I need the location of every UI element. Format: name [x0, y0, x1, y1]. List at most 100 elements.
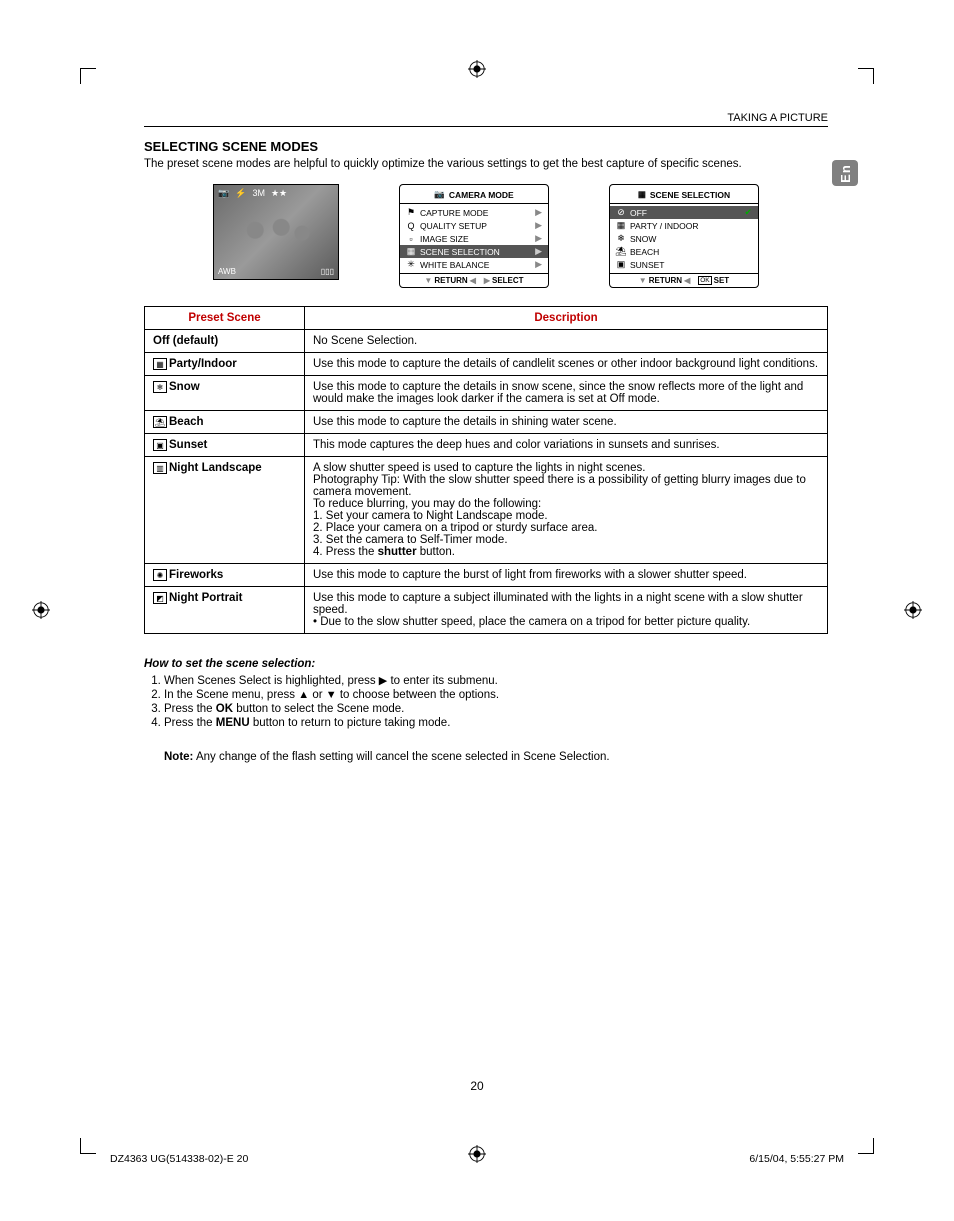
select-label: SELECT: [492, 276, 524, 285]
menu-item-icon: ⚑: [406, 207, 416, 218]
menu-item-icon: ▦: [406, 246, 416, 257]
table-row: ◩Night Portrait Use this mode to capture …: [145, 587, 828, 634]
crop-mark: [858, 1138, 874, 1154]
return-label: RETURN: [434, 276, 467, 285]
note: Note: Any change of the flash setting wi…: [164, 751, 828, 763]
scene-description: Use this mode to capture the details in …: [305, 376, 828, 411]
check-icon: ✔: [744, 207, 752, 218]
table-row: ❄SnowUse this mode to capture the detail…: [145, 376, 828, 411]
scene-description: A slow shutter speed is used to capture …: [305, 457, 828, 564]
menu-item-label: SCENE SELECTION: [420, 247, 531, 257]
scene-label-cell: ❄Snow: [145, 376, 305, 411]
menu-item-icon: ▫: [406, 234, 416, 244]
menu-item: ⛱BEACH: [610, 245, 758, 258]
scene-label-cell: ▦Party/Indoor: [145, 353, 305, 376]
scene-label-cell: Off (default): [145, 330, 305, 353]
table-row: Off (default)No Scene Selection.: [145, 330, 828, 353]
howto-step: When Scenes Select is highlighted, press…: [164, 674, 828, 687]
howto-step: In the Scene menu, press ▲ or ▼ to choos…: [164, 689, 828, 701]
scene-label: Party/Indoor: [169, 358, 237, 370]
menu-title-label: CAMERA MODE: [449, 190, 514, 200]
intro-text: The preset scene modes are helpful to qu…: [144, 158, 828, 170]
menu-item: ✳WHITE BALANCE▶: [400, 258, 548, 271]
scene-selection-menu: ▦ SCENE SELECTION ⊘ OFF ✔▦PARTY / INDOOR❄SN…: [609, 184, 759, 288]
menu-items: ⚑CAPTURE MODE▶QQUALITY SETUP▶▫IMAGE SIZE…: [400, 206, 548, 271]
menu-item-icon: ▣: [616, 259, 626, 270]
menu-item-label: BEACH: [630, 247, 752, 257]
registration-mark-bottom: [468, 1145, 486, 1163]
menu-items: ⊘ OFF ✔▦PARTY / INDOOR❄SNOW⛱BEACH▣ SUNSET: [610, 206, 758, 271]
scene-description: This mode captures the deep hues and col…: [305, 434, 828, 457]
scene-label: Sunset: [169, 439, 207, 451]
scene-icon: ◩: [153, 592, 167, 604]
menu-title-label: SCENE SELECTION: [650, 190, 730, 200]
return-label: RETURN: [649, 276, 682, 285]
scene-icon: ▦: [153, 358, 167, 370]
scene-label-cell: ▣Sunset: [145, 434, 305, 457]
menu-item-icon: ⊘: [616, 207, 626, 218]
scene-icon: ▦: [638, 189, 646, 200]
scene-label: Night Landscape: [169, 462, 262, 474]
howto-step: Press the OK button to select the Scene …: [164, 703, 828, 715]
menu-item: ▦SCENE SELECTION▶: [400, 245, 548, 258]
crop-mark: [80, 68, 96, 84]
scene-icon: ▥: [153, 462, 167, 474]
scene-description: Use this mode to capture a subject illum…: [305, 587, 828, 634]
scene-label: Night Portrait: [169, 592, 242, 604]
menu-item-icon: ✳: [406, 259, 416, 270]
lcd-preview: 📷 ⚡ 3M ★★ AWB ▯▯▯: [213, 184, 339, 280]
menu-item: ⊘ OFF ✔: [610, 206, 758, 219]
menu-item-icon: Q: [406, 221, 416, 231]
menu-item: ❄SNOW: [610, 232, 758, 245]
lcd-icon: 📷: [218, 188, 229, 199]
menu-item-label: PARTY / INDOOR: [630, 221, 752, 231]
lcd-icon: 3M: [252, 188, 265, 199]
language-tab: En: [832, 160, 858, 186]
photo-subjects: [224, 207, 328, 265]
footer-right: 6/15/04, 5:55:27 PM: [749, 1153, 844, 1165]
table-row: ▦Party/IndoorUse this mode to capture th…: [145, 353, 828, 376]
registration-mark-left: [32, 601, 50, 619]
scene-description: Use this mode to capture the details of …: [305, 353, 828, 376]
menu-item: ▣ SUNSET: [610, 258, 758, 271]
camera-mode-menu: 📷 CAMERA MODE ⚑ CAPTURE MODE ▶ Q QUALITY SETU…: [399, 184, 549, 288]
language-label: En: [838, 164, 853, 183]
scene-label-cell: ⛱Beach: [145, 411, 305, 434]
scene-description: Use this mode to capture the details in …: [305, 411, 828, 434]
scene-icon: ▣: [153, 439, 167, 451]
registration-mark-right: [904, 601, 922, 619]
lcd-icon: ⚡: [235, 188, 246, 199]
scene-table: Preset Scene Description Off (default)No…: [144, 306, 828, 634]
camera-icon: 📷: [434, 189, 445, 200]
section-title: SELECTING SCENE MODES: [144, 139, 828, 154]
page-number: 20: [0, 1079, 954, 1093]
scene-label-cell: ▥Night Landscape: [145, 457, 305, 564]
scene-description: Use this mode to capture the burst of li…: [305, 564, 828, 587]
note-label: Note:: [164, 751, 193, 763]
scene-icon: ✺: [153, 569, 167, 581]
chevron-right-icon: ▶: [535, 233, 542, 244]
menu-item-label: QUALITY SETUP: [420, 221, 531, 231]
scene-label-cell: ✺Fireworks: [145, 564, 305, 587]
crop-mark: [858, 68, 874, 84]
menu-item-label: SUNSET: [630, 260, 752, 270]
note-text: Any change of the flash setting will can…: [193, 751, 609, 763]
screen-previews: 📷 ⚡ 3M ★★ AWB ▯▯▯ 📷 CAMERA MODE ⚑ CAPTURE …: [144, 184, 828, 288]
table-row: ▣SunsetThis mode captures the deep hues …: [145, 434, 828, 457]
set-label: SET: [714, 276, 730, 285]
chevron-right-icon: ▶: [535, 207, 542, 218]
table-row: ✺FireworksUse this mode to capture the b…: [145, 564, 828, 587]
menu-item: ▦PARTY / INDOOR: [610, 219, 758, 232]
page-content: TAKING A PICTURE En SELECTING SCENE MODE…: [144, 112, 828, 763]
footer-left: DZ4363 UG(514338-02)-E 20: [110, 1153, 248, 1165]
menu-item-label: CAPTURE MODE: [420, 208, 531, 218]
scene-label: Off (default): [153, 335, 218, 347]
howto-list: When Scenes Select is highlighted, press…: [144, 674, 828, 729]
menu-item-icon: ❄: [616, 233, 626, 244]
menu-item-label: OFF: [630, 208, 740, 218]
awb-label: AWB: [218, 267, 236, 276]
chevron-right-icon: ▶: [535, 259, 542, 270]
menu-item: ▫IMAGE SIZE▶: [400, 232, 548, 245]
menu-item: QQUALITY SETUP▶: [400, 219, 548, 232]
table-header: Description: [305, 307, 828, 330]
